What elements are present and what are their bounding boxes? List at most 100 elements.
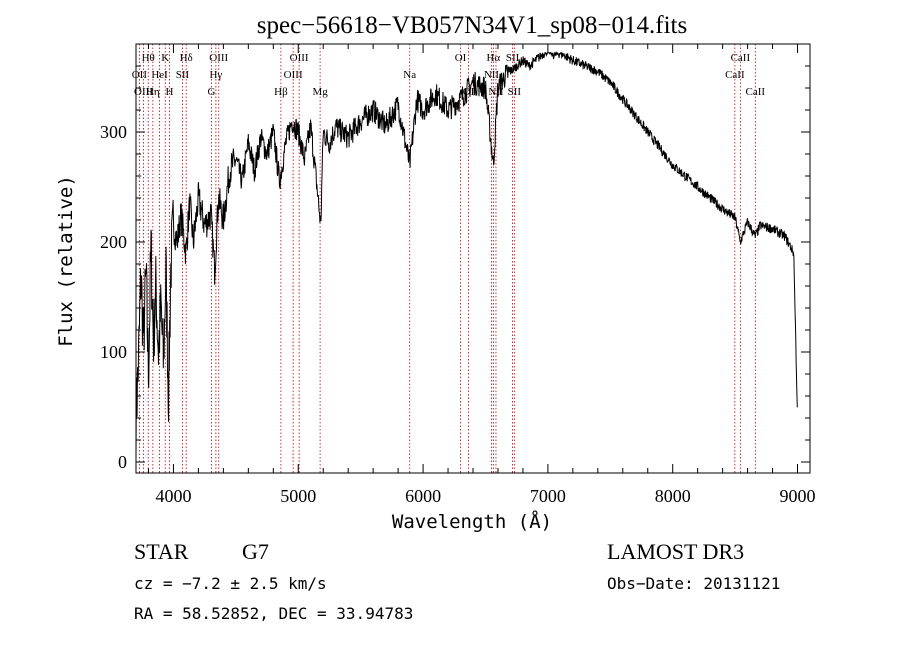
- spectral-line-label: Hη: [146, 86, 160, 98]
- flux-point: [697, 186, 698, 187]
- object-subclass: G7: [242, 539, 269, 564]
- flux-point: [170, 263, 171, 264]
- flux-point: [647, 131, 648, 132]
- flux-point: [218, 197, 219, 198]
- flux-point: [535, 60, 536, 61]
- flux-point: [279, 181, 280, 182]
- flux-point: [735, 217, 736, 218]
- spectral-line-label: OIII: [290, 52, 309, 64]
- flux-point: [660, 148, 661, 149]
- y-axis: 0 100 200 300: [100, 65, 810, 472]
- flux-point: [529, 65, 530, 66]
- flux-point: [140, 274, 141, 275]
- spectral-line-label: OIII: [209, 52, 228, 64]
- flux-point: [158, 351, 159, 352]
- flux-point: [291, 120, 292, 121]
- flux-point: [435, 93, 436, 94]
- x-tick-label: 9000: [780, 486, 816, 506]
- x-axis: 4000 5000 6000 7000 8000 9000: [147, 44, 816, 506]
- flux-point: [797, 417, 798, 418]
- x-tick-label: 8000: [655, 486, 691, 506]
- flux-point: [266, 153, 267, 154]
- x-tick-label: 5000: [280, 486, 316, 506]
- flux-point: [585, 65, 586, 66]
- flux-point: [554, 54, 555, 55]
- spectral-line-label: Na: [403, 69, 416, 81]
- flux-point: [740, 241, 741, 242]
- spectral-line-label: Mg: [312, 86, 328, 98]
- spectral-line-label: Hδ: [180, 52, 193, 64]
- flux-point: [189, 203, 190, 204]
- flux-point: [497, 87, 498, 88]
- flux-point: [422, 109, 423, 110]
- flux-point: [177, 241, 178, 242]
- flux-point: [235, 159, 236, 160]
- flux-point: [493, 164, 494, 165]
- ra-dec-coordinates: RA = 58.52852, DEC = 33.94783: [134, 604, 413, 623]
- flux-point: [360, 120, 361, 121]
- flux-point: [409, 164, 410, 165]
- x-tick-label: 4000: [155, 486, 191, 506]
- flux-point: [516, 65, 517, 66]
- flux-point: [447, 109, 448, 110]
- spectral-line-label: G: [208, 86, 216, 98]
- flux-point: [784, 236, 785, 237]
- flux-point: [373, 109, 374, 110]
- flux-point: [168, 395, 169, 396]
- flux-point: [155, 285, 156, 286]
- spectral-line-label: SII: [176, 69, 190, 81]
- flux-point: [759, 225, 760, 226]
- flux-point: [541, 54, 542, 55]
- object-class: STAR: [134, 539, 189, 564]
- flux-point: [622, 98, 623, 99]
- flux-point: [150, 247, 151, 248]
- spectral-line-label: OI: [463, 86, 475, 98]
- y-tick-label: 100: [100, 342, 127, 362]
- spectral-line-label: NII: [488, 86, 504, 98]
- spectral-line-label: OI: [455, 52, 467, 64]
- spectral-line-label: K: [161, 52, 169, 64]
- flux-point: [223, 219, 224, 220]
- flux-point: [241, 181, 242, 182]
- spectral-line-label: CaII: [746, 86, 766, 98]
- flux-point: [747, 222, 748, 223]
- flux-point: [504, 76, 505, 77]
- spectral-line-label: H: [165, 86, 173, 98]
- flux-point: [193, 241, 194, 242]
- flux-point: [285, 142, 286, 143]
- spectral-line-label: OIII: [284, 69, 303, 81]
- spectral-line-label: Hγ: [209, 69, 222, 81]
- flux-point: [145, 274, 146, 275]
- flux-point: [485, 87, 486, 88]
- flux-point: [672, 164, 673, 165]
- flux-point: [165, 269, 166, 270]
- flux-point: [173, 225, 174, 226]
- spectral-line-label: HeI: [151, 69, 168, 81]
- flux-point: [510, 71, 511, 72]
- spectral-line-label: CaII: [731, 52, 751, 64]
- flux-point: [710, 197, 711, 198]
- flux-point: [148, 373, 149, 374]
- flux-point: [229, 170, 230, 171]
- flux-point: [316, 186, 317, 187]
- flux-point: [260, 137, 261, 138]
- flux-point: [210, 214, 211, 215]
- y-tick-label: 0: [118, 452, 127, 472]
- flux-point: [385, 126, 386, 127]
- flux-point: [472, 82, 473, 83]
- observation-date: Obs−Date: 20131121: [607, 574, 780, 593]
- flux-point: [160, 307, 161, 308]
- flux-point: [722, 208, 723, 209]
- plot-frame: [135, 43, 811, 474]
- flux-point: [348, 137, 349, 138]
- spectral-line-label: Hβ: [274, 86, 288, 98]
- spectral-line-label: NII: [484, 69, 500, 81]
- redshift-cz: cz = −7.2 ± 2.5 km/s: [134, 574, 327, 593]
- flux-point: [597, 71, 598, 72]
- flux-point: [185, 252, 186, 253]
- flux-point: [248, 142, 249, 143]
- x-tick-label: 6000: [405, 486, 441, 506]
- y-tick-label: 200: [100, 232, 127, 252]
- flux-point: [180, 214, 181, 215]
